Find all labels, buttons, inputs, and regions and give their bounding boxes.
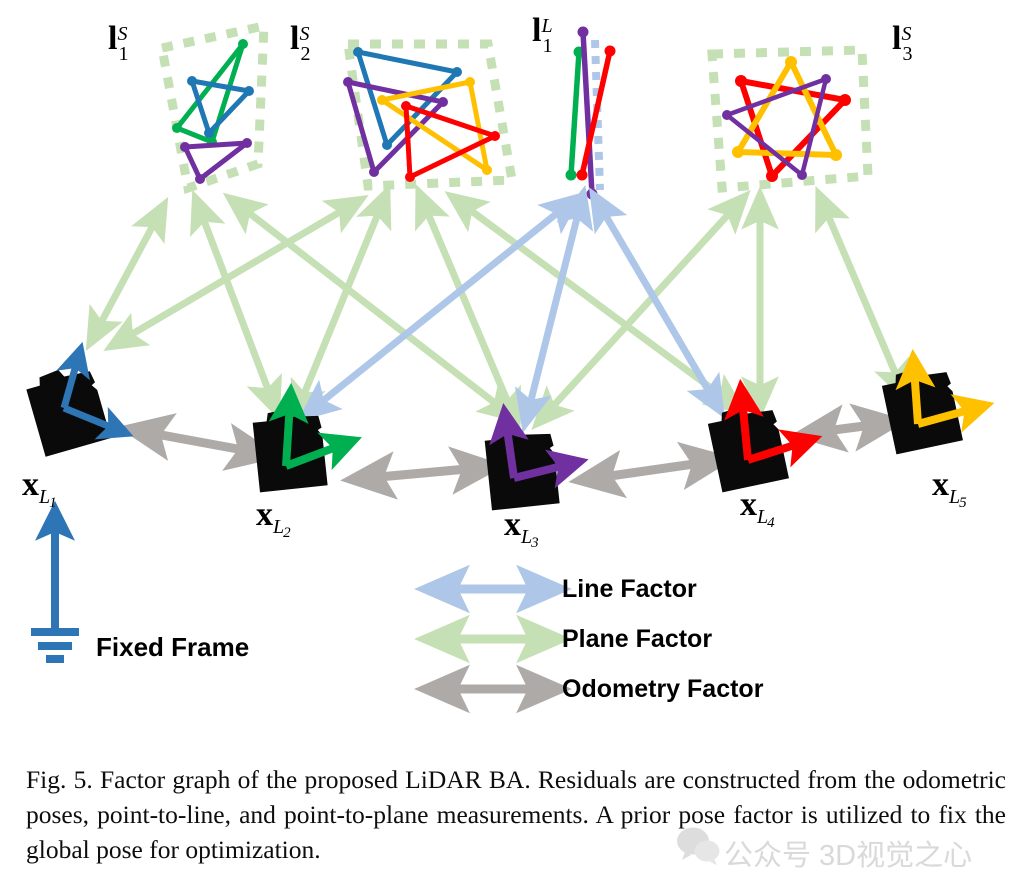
lidar-body-5	[881, 368, 963, 455]
pose2-axis-x	[284, 432, 362, 471]
pose-label-xL3: xL3	[504, 506, 540, 551]
pose-index: 5	[959, 495, 967, 512]
pose-subscript: L	[757, 506, 769, 529]
pose-index: 3	[531, 535, 539, 552]
pose-index: 4	[767, 515, 775, 532]
fixed-frame-symbol	[31, 500, 79, 663]
plane1-purple-tri	[182, 140, 250, 182]
pose-symbol: x	[256, 496, 273, 533]
edge-plane-xL4-l2S	[444, 191, 748, 415]
edge-odom-xL4-xL5	[790, 403, 908, 453]
plane2-yellow-tri	[380, 79, 490, 173]
pose-subscript: L	[949, 486, 961, 509]
pose-symbol: x	[504, 506, 521, 543]
plane-patch-outline-1	[156, 20, 269, 194]
plane-patch-outline-2	[342, 39, 518, 191]
plane1-blue-tri	[189, 78, 252, 136]
landmark-subscript: 1	[118, 43, 129, 66]
plane3-purple-tri	[724, 76, 829, 178]
pose-index: 1	[49, 495, 57, 512]
pose-symbol: x	[740, 486, 757, 523]
landmark-symbol: l	[532, 12, 542, 49]
pose-index: 2	[283, 525, 291, 542]
pose-subscript: L	[39, 486, 51, 509]
pose-node-xL3[interactable]	[484, 402, 589, 511]
pose-label-xL2: xL2	[256, 496, 292, 541]
edge-line-xL4-l1L	[589, 187, 725, 419]
plane3-yellow-tri	[735, 60, 839, 158]
pose-node-xL4[interactable]	[706, 378, 823, 493]
landmark-plane-3	[707, 45, 873, 193]
pose-subscript: L	[273, 516, 285, 539]
pose3-axis-x	[513, 449, 589, 489]
plane-factor-edges	[85, 183, 909, 432]
landmark-superscript: L	[541, 15, 553, 38]
plane2-red-tri	[403, 103, 498, 180]
line1-purple-seg	[580, 29, 595, 197]
pose-label-xL5: xL5	[932, 466, 968, 511]
line-factor-edges	[297, 184, 725, 434]
edge-plane-xL1-l1S	[85, 196, 169, 352]
factor-graph-canvas	[24, 20, 995, 714]
odometry-factor-edges	[117, 403, 908, 500]
line1-red-seg	[579, 48, 613, 178]
landmark-symbol: l	[892, 20, 902, 57]
legend-label-odometry-factor: Odometry Factor	[562, 675, 764, 703]
landmark-superscript: S	[117, 23, 128, 46]
pose-node-xL2[interactable]	[252, 382, 362, 493]
pose-node-xL5[interactable]	[880, 348, 995, 455]
landmark-line-1	[565, 26, 616, 200]
legend-label-line-factor: Line Factor	[562, 575, 697, 603]
landmark-subscript: 3	[902, 43, 913, 66]
pose5-axis-y	[895, 348, 936, 425]
landmark-plane-1	[156, 20, 269, 194]
landmark-subscript: 2	[300, 43, 311, 66]
edge-odom-xL1-xL2	[117, 413, 282, 471]
plane2-blue-tri	[355, 49, 460, 148]
line1-green-seg	[568, 49, 582, 178]
landmark-superscript: S	[299, 23, 310, 46]
pose4-axis-y	[724, 378, 764, 461]
pose-label-xL1: xL1	[22, 466, 58, 511]
pose-symbol: x	[932, 466, 949, 503]
plane-patch-outline-3	[707, 45, 873, 193]
landmark-subscript: 1	[542, 35, 553, 58]
landmark-plane-2	[342, 39, 518, 191]
pose-node-xL1[interactable]	[24, 341, 134, 457]
pose2-axis-y	[268, 382, 309, 467]
edge-odom-xL3-xL4	[568, 441, 736, 499]
fixed-frame-label: Fixed Frame	[96, 632, 250, 662]
pose1-axis-y	[56, 341, 90, 409]
legend-label-plane-factor: Plane Factor	[562, 625, 713, 653]
pose-symbol: x	[22, 466, 39, 503]
plane1-green-tri	[175, 41, 246, 145]
edge-odom-xL2-xL3	[340, 446, 506, 500]
edge-line-xL3-l1L	[514, 184, 594, 434]
legend-arrows	[414, 564, 572, 714]
pose4-axis-x	[746, 429, 823, 468]
figure-caption: Fig. 5. Factor graph of the proposed LiD…	[26, 765, 1006, 865]
pose-subscript: L	[521, 526, 533, 549]
pose-label-xL4: xL4	[740, 486, 776, 531]
edge-plane-xL5-l3S	[815, 186, 909, 404]
pose3-axis-y	[489, 402, 529, 479]
lidar-body-3	[484, 427, 560, 511]
plane3-red-tri	[738, 78, 848, 179]
pose5-axis-x	[916, 394, 995, 433]
edge-plane-xL2-l1S	[190, 189, 282, 421]
landmark-symbol: l	[108, 20, 118, 57]
pose1-axis-x	[62, 404, 134, 440]
landmark-superscript: S	[901, 23, 912, 46]
landmark-symbol: l	[290, 20, 300, 57]
